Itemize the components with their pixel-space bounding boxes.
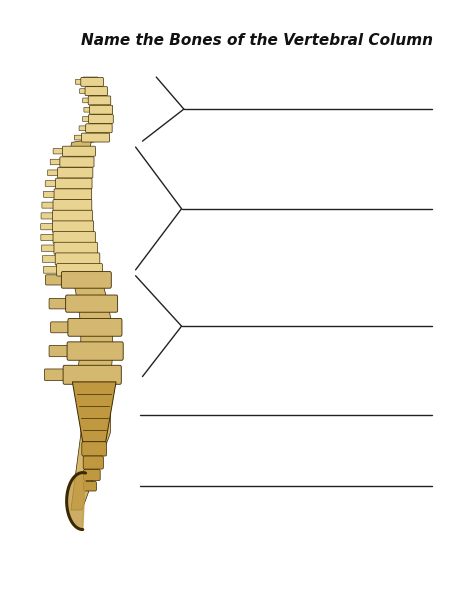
FancyBboxPatch shape xyxy=(41,213,59,219)
FancyBboxPatch shape xyxy=(83,456,103,469)
FancyBboxPatch shape xyxy=(43,266,64,273)
FancyBboxPatch shape xyxy=(60,157,94,167)
FancyBboxPatch shape xyxy=(75,79,85,84)
FancyBboxPatch shape xyxy=(84,107,93,112)
FancyBboxPatch shape xyxy=(75,170,87,176)
Polygon shape xyxy=(73,382,116,442)
FancyBboxPatch shape xyxy=(94,322,116,333)
FancyBboxPatch shape xyxy=(41,234,60,241)
FancyBboxPatch shape xyxy=(96,89,104,94)
FancyBboxPatch shape xyxy=(79,267,95,273)
FancyBboxPatch shape xyxy=(55,253,100,265)
FancyBboxPatch shape xyxy=(79,149,90,154)
FancyBboxPatch shape xyxy=(91,369,114,380)
FancyBboxPatch shape xyxy=(91,299,111,308)
FancyBboxPatch shape xyxy=(83,482,97,491)
FancyBboxPatch shape xyxy=(55,178,92,189)
FancyBboxPatch shape xyxy=(101,107,109,112)
FancyBboxPatch shape xyxy=(99,98,108,103)
FancyBboxPatch shape xyxy=(82,133,109,142)
FancyBboxPatch shape xyxy=(73,181,86,186)
FancyBboxPatch shape xyxy=(85,87,108,95)
FancyBboxPatch shape xyxy=(77,256,92,262)
FancyBboxPatch shape xyxy=(82,117,93,122)
FancyBboxPatch shape xyxy=(65,295,118,312)
FancyBboxPatch shape xyxy=(42,202,59,208)
FancyBboxPatch shape xyxy=(74,234,88,240)
FancyBboxPatch shape xyxy=(57,168,93,178)
FancyBboxPatch shape xyxy=(72,202,85,208)
FancyBboxPatch shape xyxy=(63,365,121,384)
FancyBboxPatch shape xyxy=(73,224,87,229)
FancyBboxPatch shape xyxy=(47,170,64,176)
FancyBboxPatch shape xyxy=(43,192,60,197)
FancyBboxPatch shape xyxy=(80,89,89,94)
FancyBboxPatch shape xyxy=(53,221,94,232)
FancyBboxPatch shape xyxy=(53,148,68,154)
FancyBboxPatch shape xyxy=(73,192,85,197)
FancyBboxPatch shape xyxy=(94,346,117,356)
FancyBboxPatch shape xyxy=(53,210,92,222)
FancyBboxPatch shape xyxy=(51,322,78,333)
FancyBboxPatch shape xyxy=(54,189,91,200)
Polygon shape xyxy=(67,473,85,530)
FancyBboxPatch shape xyxy=(45,369,73,381)
FancyBboxPatch shape xyxy=(50,160,65,165)
FancyBboxPatch shape xyxy=(82,98,92,103)
FancyBboxPatch shape xyxy=(46,275,71,285)
FancyBboxPatch shape xyxy=(92,79,100,84)
FancyBboxPatch shape xyxy=(72,213,86,219)
FancyBboxPatch shape xyxy=(68,318,122,336)
FancyBboxPatch shape xyxy=(61,272,111,288)
FancyBboxPatch shape xyxy=(45,181,62,186)
FancyBboxPatch shape xyxy=(41,245,61,251)
FancyBboxPatch shape xyxy=(49,298,75,309)
FancyBboxPatch shape xyxy=(42,256,62,262)
FancyBboxPatch shape xyxy=(63,146,95,157)
Polygon shape xyxy=(61,77,113,510)
FancyBboxPatch shape xyxy=(88,96,111,105)
FancyBboxPatch shape xyxy=(74,135,86,140)
FancyBboxPatch shape xyxy=(100,117,109,122)
FancyBboxPatch shape xyxy=(53,231,95,243)
FancyBboxPatch shape xyxy=(79,126,90,130)
FancyBboxPatch shape xyxy=(83,470,100,480)
FancyBboxPatch shape xyxy=(99,126,108,130)
Text: Name the Bones of the Vertebral Column: Name the Bones of the Vertebral Column xyxy=(82,33,433,47)
FancyBboxPatch shape xyxy=(90,106,113,114)
FancyBboxPatch shape xyxy=(54,242,98,254)
FancyBboxPatch shape xyxy=(49,345,77,356)
FancyBboxPatch shape xyxy=(86,275,105,285)
FancyBboxPatch shape xyxy=(67,342,123,361)
FancyBboxPatch shape xyxy=(82,442,107,456)
FancyBboxPatch shape xyxy=(95,135,105,140)
FancyBboxPatch shape xyxy=(89,114,113,123)
FancyBboxPatch shape xyxy=(75,246,90,251)
FancyBboxPatch shape xyxy=(41,224,59,230)
FancyBboxPatch shape xyxy=(81,77,103,87)
FancyBboxPatch shape xyxy=(57,263,102,276)
FancyBboxPatch shape xyxy=(77,160,88,165)
FancyBboxPatch shape xyxy=(53,200,92,211)
FancyBboxPatch shape xyxy=(86,124,112,133)
